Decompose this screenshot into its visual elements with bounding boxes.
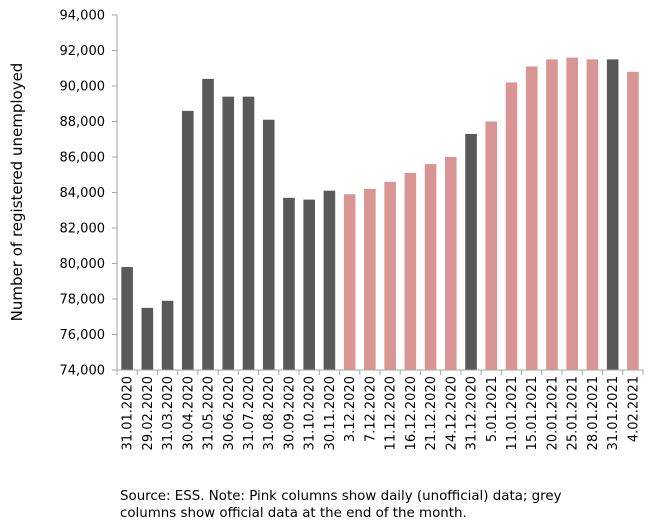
bar-daily <box>586 59 599 370</box>
x-tick-label: 24.12.2020 <box>444 376 459 450</box>
bar-daily <box>364 188 376 370</box>
x-tick-label: 31.05.2020 <box>202 376 217 450</box>
y-tick-label: 92,000 <box>60 44 106 59</box>
bar-official <box>283 197 295 370</box>
x-tick-label: 31.01.2020 <box>121 376 136 450</box>
bar-daily <box>525 66 538 370</box>
y-tick-label: 86,000 <box>60 151 106 166</box>
x-tick-label: 21.12.2020 <box>424 376 439 450</box>
x-tick-label: 30.11.2020 <box>323 376 338 450</box>
x-tick-label: 16.12.2020 <box>404 376 419 450</box>
bar-official <box>465 133 477 370</box>
bar-chart: Number of registered unemployed 74,000 76… <box>8 9 644 450</box>
source-note: Source: ESS. Note: Pink columns show dai… <box>120 488 645 522</box>
y-tick-label: 94,000 <box>60 9 106 24</box>
bar-daily <box>424 164 437 370</box>
bar-official <box>161 300 174 370</box>
y-tick-label: 88,000 <box>60 115 106 130</box>
source-note-line-1: Source: ESS. Note: Pink columns show dai… <box>120 489 562 504</box>
bar-daily <box>485 121 498 370</box>
x-tick-label: 5.01.2021 <box>485 376 500 442</box>
x-tick-label: 20.01.2021 <box>545 376 560 450</box>
x-tick-label: 31.03.2020 <box>161 376 176 450</box>
y-tick-label: 78,000 <box>60 293 106 308</box>
x-tick-label: 30.09.2020 <box>282 376 297 450</box>
source-note-line-2: columns show official data at the end of… <box>120 506 467 521</box>
x-tick-label: 31.08.2020 <box>262 376 277 450</box>
y-tick-label: 84,000 <box>60 186 106 201</box>
x-tick-label: 29.02.2020 <box>141 376 156 450</box>
bar-daily <box>546 59 558 370</box>
bar-daily <box>343 194 356 370</box>
x-tick-label: 4.02.2021 <box>626 376 641 442</box>
x-tick-label: 3.12.2020 <box>343 376 358 442</box>
x-tick-label: 7.12.2020 <box>363 376 378 442</box>
y-tick-label: 90,000 <box>60 80 106 95</box>
x-tick-label: 15.01.2021 <box>525 376 540 450</box>
bar-official <box>262 119 275 370</box>
y-tick-label: 76,000 <box>60 328 106 343</box>
bar-daily <box>404 172 417 370</box>
bar-daily <box>566 57 578 370</box>
bar-daily <box>445 157 457 370</box>
x-axis-ticks: 31.01.2020 29.02.2020 31.03.2020 30.04.2020… <box>116 370 644 450</box>
bars <box>121 57 639 371</box>
x-tick-label: 28.01.2021 <box>586 376 601 450</box>
bar-official <box>303 199 315 370</box>
y-axis-ticks: 74,000 76,000 78,000 80,000 82,000 84,000 86,0… <box>60 9 117 379</box>
x-tick-label: 31.01.2021 <box>606 376 621 450</box>
bar-official <box>323 190 336 370</box>
bar-official <box>121 267 133 370</box>
bar-official <box>182 110 194 370</box>
bar-official <box>222 96 235 371</box>
x-tick-label: 11.01.2021 <box>505 376 520 450</box>
bar-daily <box>627 71 639 371</box>
y-tick-label: 80,000 <box>60 257 106 272</box>
x-tick-label: 11.12.2020 <box>384 376 399 450</box>
x-tick-label: 30.04.2020 <box>181 376 196 450</box>
bar-official <box>606 59 619 370</box>
bar-official <box>202 78 214 371</box>
x-tick-label: 31.12.2020 <box>465 376 480 450</box>
y-tick-label: 74,000 <box>60 364 106 379</box>
x-tick-label: 25.01.2021 <box>566 376 581 450</box>
bar-official <box>141 307 154 370</box>
y-tick-label: 82,000 <box>60 222 106 237</box>
x-tick-label: 30.06.2020 <box>222 376 237 450</box>
x-tick-label: 31.07.2020 <box>242 376 257 450</box>
bar-daily <box>505 82 518 370</box>
bar-daily <box>384 181 396 370</box>
bar-official <box>242 96 255 371</box>
x-tick-label: 31.10.2020 <box>303 376 318 450</box>
y-axis-title: Number of registered unemployed <box>8 63 26 322</box>
